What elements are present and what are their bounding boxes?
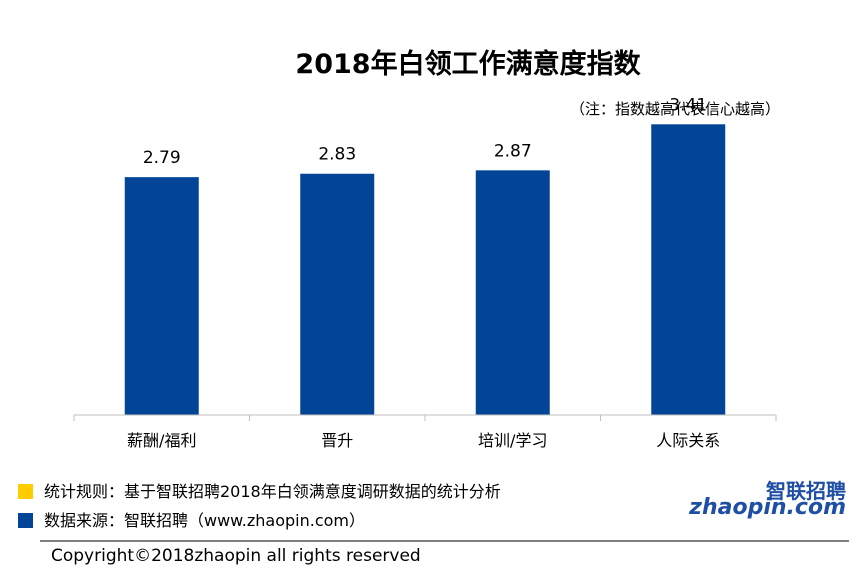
bar-value-label: 2.79 xyxy=(143,148,181,168)
category-label: 薪酬/福利 xyxy=(127,431,196,450)
value-label-group: 2.79 2.83 2.87 3.41 xyxy=(143,95,707,168)
bar xyxy=(475,170,550,415)
category-label: 培训/学习 xyxy=(478,431,547,450)
logo-chinese: 智联招聘 xyxy=(766,479,846,503)
logo-english: zhaopin.com xyxy=(688,495,846,520)
category-label: 晋升 xyxy=(321,431,353,450)
category-label: 人际关系 xyxy=(656,431,720,450)
chart-note: （注：指数越高代表信心越高） xyxy=(570,100,780,118)
bar-value-label: 2.83 xyxy=(318,145,356,165)
source-footnote: 数据来源：智联招聘（www.zhaopin.com） xyxy=(44,511,365,530)
source-legend-square xyxy=(18,513,33,528)
copyright-text: Copyright©2018zhaopin all rights reserve… xyxy=(51,546,421,566)
rule-legend-square xyxy=(18,484,33,499)
bar-group xyxy=(124,124,726,416)
chart-title: 2018年白领工作满意度指数 xyxy=(295,48,641,80)
bar-value-label: 3.41 xyxy=(669,95,707,115)
x-axis-ticks xyxy=(73,415,777,421)
bar-value-label: 2.87 xyxy=(494,141,532,161)
bar xyxy=(651,124,726,416)
zhaopin-logo: 智联招聘 zhaopin.com xyxy=(688,479,846,520)
bar xyxy=(300,173,375,415)
bar xyxy=(124,177,199,415)
category-label-group: 薪酬/福利 晋升 培训/学习 人际关系 xyxy=(127,431,720,450)
rule-footnote: 统计规则：基于智联招聘2018年白领满意度调研数据的统计分析 xyxy=(44,482,501,501)
